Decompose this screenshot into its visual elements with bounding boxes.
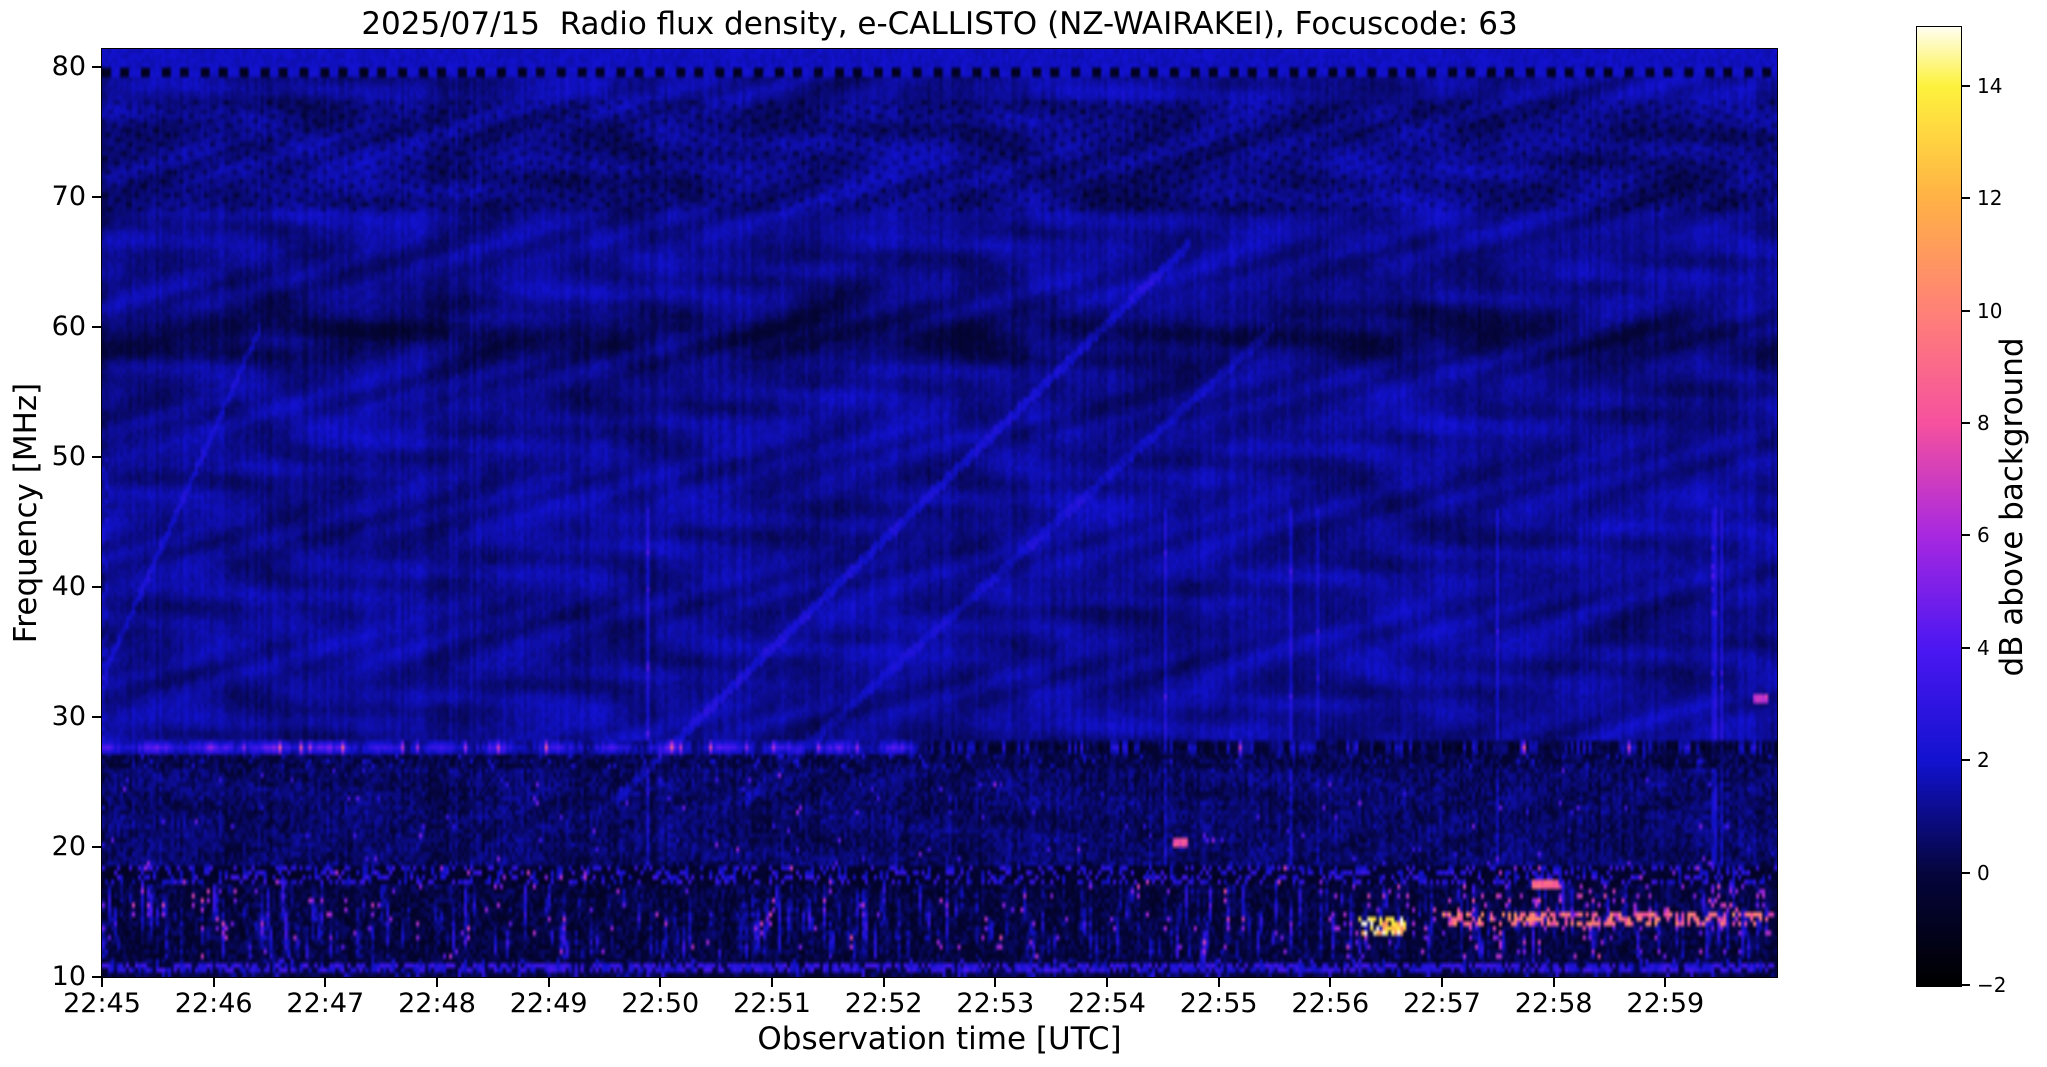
colorbar-tick-label: 6 xyxy=(1977,523,1990,548)
y-tick-label: 60 xyxy=(51,311,86,343)
colorbar-tick-label: 8 xyxy=(1977,411,1990,436)
y-tick-mark xyxy=(92,326,101,329)
colorbar-tick-mark xyxy=(1962,534,1970,537)
y-tick-label: 50 xyxy=(51,441,86,473)
y-tick-label: 40 xyxy=(51,571,86,603)
y-tick-mark xyxy=(92,66,101,69)
x-axis-label: Observation time [UTC] xyxy=(757,1021,1122,1057)
x-tick-mark xyxy=(1329,978,1332,987)
x-tick-label: 22:49 xyxy=(509,988,588,1019)
plot-title: 2025/07/15 Radio flux density, e-CALLIST… xyxy=(361,6,1518,42)
x-tick-label: 22:53 xyxy=(956,988,1035,1019)
x-tick-label: 22:47 xyxy=(286,988,365,1019)
x-tick-mark xyxy=(1552,978,1555,987)
x-tick-label: 22:55 xyxy=(1179,988,1258,1019)
colorbar-tick-label: 0 xyxy=(1977,860,1990,885)
colorbar-tick-mark xyxy=(1962,759,1970,762)
y-tick-mark xyxy=(92,456,101,459)
x-tick-label: 22:46 xyxy=(174,988,253,1019)
colorbar-tick-label: 2 xyxy=(1977,748,1990,773)
colorbar xyxy=(1916,26,1962,987)
y-axis-label: Frequency [MHz] xyxy=(8,382,44,644)
x-tick-label: 22:50 xyxy=(621,988,700,1019)
colorbar-tick-label: −2 xyxy=(1977,973,2007,997)
x-tick-label: 22:51 xyxy=(733,988,811,1019)
x-tick-mark xyxy=(1664,978,1667,987)
x-tick-label: 22:57 xyxy=(1403,988,1481,1019)
x-tick-mark xyxy=(1217,978,1220,987)
colorbar-tick-label: 4 xyxy=(1977,635,1990,660)
colorbar-tick-mark xyxy=(1962,197,1970,200)
x-tick-label: 22:52 xyxy=(844,988,923,1019)
colorbar-tick-label: 14 xyxy=(1977,73,2003,98)
colorbar-tick-label: 10 xyxy=(1977,298,2003,323)
y-tick-label: 70 xyxy=(51,181,86,213)
x-tick-mark xyxy=(1106,978,1108,987)
x-tick-mark xyxy=(771,978,773,987)
x-tick-mark xyxy=(101,978,103,987)
y-tick-mark xyxy=(92,976,101,978)
colorbar-tick-mark xyxy=(1962,984,1970,986)
x-tick-label: 22:45 xyxy=(63,988,141,1019)
colorbar-label: dB above background xyxy=(1994,337,2030,677)
x-tick-mark xyxy=(1441,978,1443,987)
x-tick-label: 22:56 xyxy=(1291,988,1370,1019)
y-tick-label: 30 xyxy=(51,701,86,733)
colorbar-tick-mark xyxy=(1962,646,1970,649)
spectrogram-plot-area xyxy=(102,49,1777,977)
x-tick-mark xyxy=(436,978,438,987)
colorbar-tick-mark xyxy=(1962,422,1970,425)
colorbar-tick-mark xyxy=(1962,84,1970,87)
y-tick-mark xyxy=(92,586,101,589)
colorbar-tick-mark xyxy=(1962,309,1970,312)
y-tick-mark xyxy=(92,846,101,849)
y-tick-label: 80 xyxy=(51,51,86,83)
y-tick-mark xyxy=(92,716,101,719)
colorbar-tick-mark xyxy=(1962,871,1970,874)
y-tick-mark xyxy=(92,196,101,199)
x-tick-label: 22:48 xyxy=(398,988,476,1019)
x-tick-mark xyxy=(659,978,662,987)
spectrogram-canvas xyxy=(102,49,1777,977)
x-tick-label: 22:58 xyxy=(1514,988,1593,1019)
x-tick-mark xyxy=(547,978,550,987)
x-tick-mark xyxy=(324,978,327,987)
x-tick-mark xyxy=(212,978,215,987)
x-tick-mark xyxy=(882,978,885,987)
x-tick-label: 22:54 xyxy=(1068,988,1146,1019)
colorbar-tick-label: 12 xyxy=(1977,186,2003,211)
y-tick-label: 10 xyxy=(51,961,86,992)
x-tick-mark xyxy=(994,978,997,987)
x-tick-label: 22:59 xyxy=(1626,988,1705,1019)
y-tick-label: 20 xyxy=(51,831,86,863)
